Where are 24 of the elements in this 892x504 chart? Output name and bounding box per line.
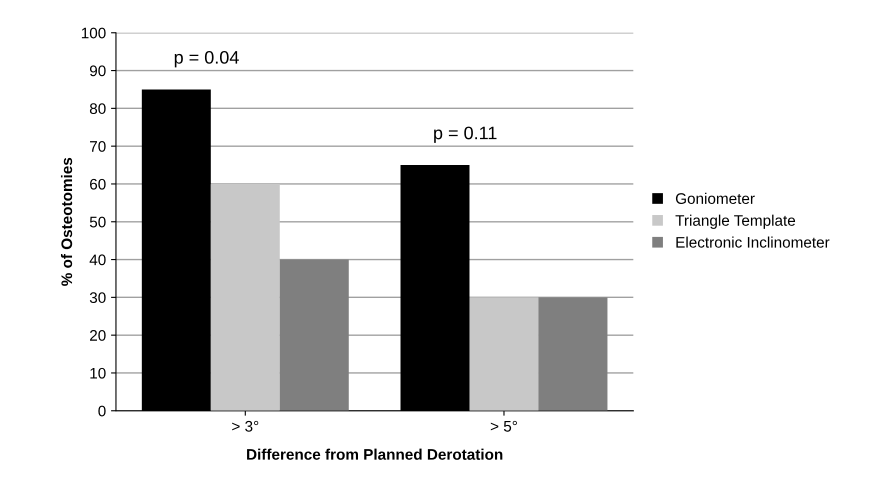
annotation: p = 0.11 xyxy=(434,126,497,143)
y-tick-label: 40 xyxy=(90,254,106,266)
y-tick-label: 80 xyxy=(90,103,106,114)
y-tick-label: 20 xyxy=(90,330,106,341)
legend-label: Goniometer xyxy=(676,192,755,204)
y-tick-label: 50 xyxy=(90,216,106,228)
y-tick-label: 10 xyxy=(90,368,106,379)
bar xyxy=(210,184,280,411)
y-tick-label: 70 xyxy=(90,141,106,152)
legend-label: Electronic Inclinometer xyxy=(676,236,830,248)
bar xyxy=(469,297,538,411)
y-tick-label: 90 xyxy=(90,65,106,76)
legend-label: Triangle Template xyxy=(676,214,796,229)
bar xyxy=(280,260,349,411)
x-tick-label: > 5° xyxy=(490,420,517,432)
y-tick-label: 30 xyxy=(90,292,106,304)
annotation: p = 0.04 xyxy=(174,50,239,68)
y-tick-label: 60 xyxy=(90,178,106,190)
y-tick-label: 0 xyxy=(98,406,106,416)
x-axis-title: Difference from Planned Derotation xyxy=(247,448,502,460)
y-tick-label: 100 xyxy=(82,28,106,38)
x-tick-label: > 3° xyxy=(232,420,258,432)
bar xyxy=(538,297,608,411)
y-axis-title: % of Osteotomies xyxy=(60,158,72,286)
